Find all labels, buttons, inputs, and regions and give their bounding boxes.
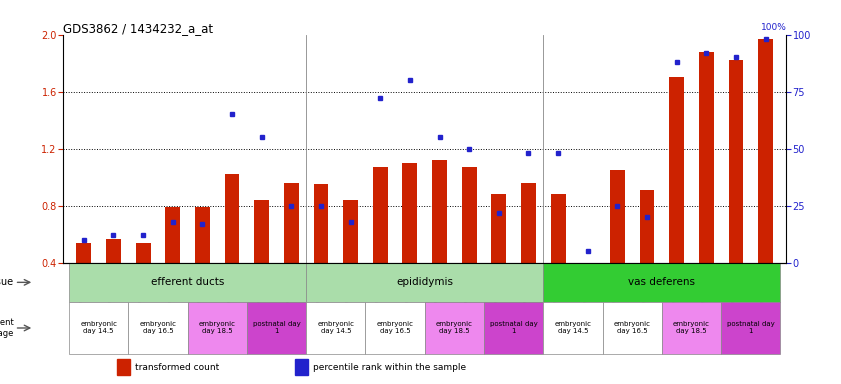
Text: percentile rank within the sample: percentile rank within the sample — [313, 362, 466, 372]
Text: postnatal day
1: postnatal day 1 — [489, 321, 537, 334]
Bar — [484, 302, 543, 354]
Bar — [425, 302, 484, 354]
Text: embryonic
day 18.5: embryonic day 18.5 — [198, 321, 235, 334]
Text: postnatal day
1: postnatal day 1 — [727, 321, 775, 334]
Bar — [69, 302, 129, 354]
Text: embryonic
day 14.5: embryonic day 14.5 — [80, 321, 117, 334]
Bar — [306, 302, 366, 354]
Bar — [403, 163, 417, 263]
Text: postnatal day
1: postnatal day 1 — [252, 321, 300, 334]
Bar — [543, 263, 780, 302]
Bar — [254, 200, 269, 263]
Bar — [117, 359, 130, 375]
Bar — [669, 77, 684, 263]
Bar — [580, 263, 595, 288]
Bar — [294, 359, 308, 375]
Bar — [106, 238, 121, 263]
Bar — [343, 200, 358, 263]
Bar — [543, 302, 602, 354]
Bar — [247, 302, 306, 354]
Text: epididymis: epididymis — [396, 277, 453, 287]
Text: embryonic
day 18.5: embryonic day 18.5 — [436, 321, 473, 334]
Text: vas deferens: vas deferens — [628, 277, 696, 287]
Bar — [551, 194, 565, 263]
Bar — [135, 243, 151, 263]
Text: embryonic
day 14.5: embryonic day 14.5 — [317, 321, 354, 334]
Text: embryonic
day 14.5: embryonic day 14.5 — [554, 321, 591, 334]
Text: embryonic
day 16.5: embryonic day 16.5 — [614, 321, 651, 334]
Bar — [373, 167, 388, 263]
Bar — [284, 183, 299, 263]
Bar — [462, 167, 477, 263]
Bar — [188, 302, 247, 354]
Text: GDS3862 / 1434232_a_at: GDS3862 / 1434232_a_at — [63, 22, 214, 35]
Bar — [602, 302, 662, 354]
Text: transformed count: transformed count — [135, 362, 220, 372]
Bar — [662, 302, 721, 354]
Bar — [366, 302, 425, 354]
Bar — [610, 170, 625, 263]
Text: embryonic
day 16.5: embryonic day 16.5 — [377, 321, 414, 334]
Text: 100%: 100% — [760, 23, 786, 32]
Bar — [521, 183, 536, 263]
Bar — [491, 194, 506, 263]
Text: tissue: tissue — [0, 277, 14, 287]
Bar — [640, 190, 654, 263]
Bar — [129, 302, 188, 354]
Bar — [195, 207, 209, 263]
Text: embryonic
day 18.5: embryonic day 18.5 — [673, 321, 710, 334]
Bar — [759, 39, 773, 263]
Bar — [77, 243, 91, 263]
Bar — [306, 263, 543, 302]
Bar — [728, 60, 743, 263]
Bar — [432, 160, 447, 263]
Bar — [166, 207, 180, 263]
Bar — [699, 52, 714, 263]
Text: efferent ducts: efferent ducts — [151, 277, 225, 287]
Bar — [721, 302, 780, 354]
Bar — [225, 174, 240, 263]
Text: development
stage: development stage — [0, 318, 14, 338]
Text: embryonic
day 16.5: embryonic day 16.5 — [140, 321, 177, 334]
Bar — [69, 263, 306, 302]
Bar — [314, 184, 328, 263]
